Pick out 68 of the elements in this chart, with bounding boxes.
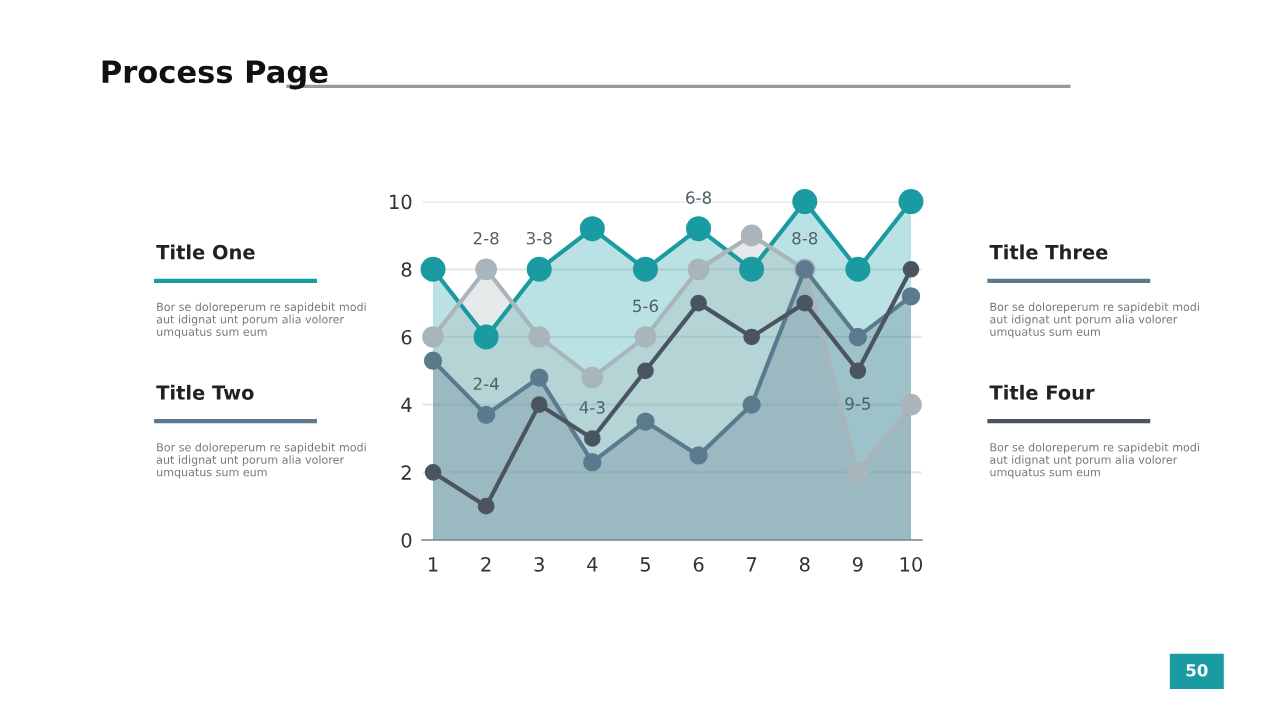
- point: [476, 405, 496, 424]
- text: Title One: [156, 244, 255, 260]
- point: [581, 366, 604, 389]
- point: [847, 461, 869, 484]
- point: [422, 326, 444, 348]
- x-tick-label: 1: [428, 557, 438, 572]
- text: Title Four: [989, 384, 1095, 400]
- annotation: 9-5: [845, 397, 871, 410]
- text: 50: [1186, 663, 1208, 677]
- point: [424, 463, 442, 481]
- point: [473, 324, 499, 350]
- point: [898, 189, 924, 215]
- y-tick-label: 4: [401, 397, 412, 413]
- point: [530, 368, 549, 387]
- x-tick-label: 7: [747, 557, 757, 572]
- y-tick-label: 6: [401, 329, 412, 345]
- point: [420, 256, 446, 282]
- point: [690, 294, 707, 312]
- point: [849, 362, 867, 380]
- text: Title Three: [989, 244, 1108, 260]
- point: [423, 351, 443, 370]
- x-tick-label: 10: [900, 557, 923, 572]
- annotation: 2-4: [473, 377, 499, 390]
- annotation: 3-8: [526, 231, 552, 245]
- point: [636, 412, 655, 431]
- annotation: 2-8: [473, 231, 499, 245]
- annotation: 5-6: [633, 299, 659, 313]
- point: [584, 430, 601, 447]
- point: [902, 260, 920, 278]
- x-tick-label: 2: [481, 557, 491, 572]
- point: [792, 189, 818, 215]
- annotation: 6-8: [686, 191, 712, 204]
- point: [634, 326, 657, 348]
- point: [579, 216, 605, 242]
- y-tick-label: 0: [401, 532, 412, 548]
- x-tick-label: 8: [799, 557, 810, 572]
- x-tick-label: 5: [640, 557, 650, 572]
- point: [637, 362, 654, 380]
- point: [530, 396, 548, 413]
- x-tick-label: 4: [587, 557, 598, 572]
- point: [632, 256, 658, 282]
- point: [687, 258, 710, 281]
- point: [739, 256, 765, 282]
- point: [845, 256, 871, 282]
- point: [900, 393, 922, 416]
- point: [689, 446, 708, 465]
- y-tick-label: 2: [401, 465, 411, 480]
- point: [740, 224, 763, 247]
- x-tick-label: 6: [693, 557, 704, 572]
- point: [743, 328, 760, 346]
- point: [901, 287, 921, 306]
- y-tick-label: 8: [401, 262, 412, 277]
- chart-title: Process Page: [102, 60, 328, 90]
- point: [686, 216, 712, 242]
- point: [477, 497, 495, 515]
- annotation: 4-3: [579, 401, 605, 414]
- point: [475, 258, 497, 281]
- point: [848, 327, 868, 347]
- point: [583, 453, 602, 472]
- point: [796, 294, 814, 312]
- point: [742, 395, 761, 414]
- point: [526, 256, 552, 282]
- annotation: 8-8: [792, 231, 818, 245]
- text: Title Two: [156, 384, 254, 400]
- x-tick-label: 9: [852, 557, 863, 572]
- y-tick-label: 10: [390, 194, 412, 210]
- x-tick-label: 3: [534, 557, 544, 572]
- point: [528, 326, 551, 348]
